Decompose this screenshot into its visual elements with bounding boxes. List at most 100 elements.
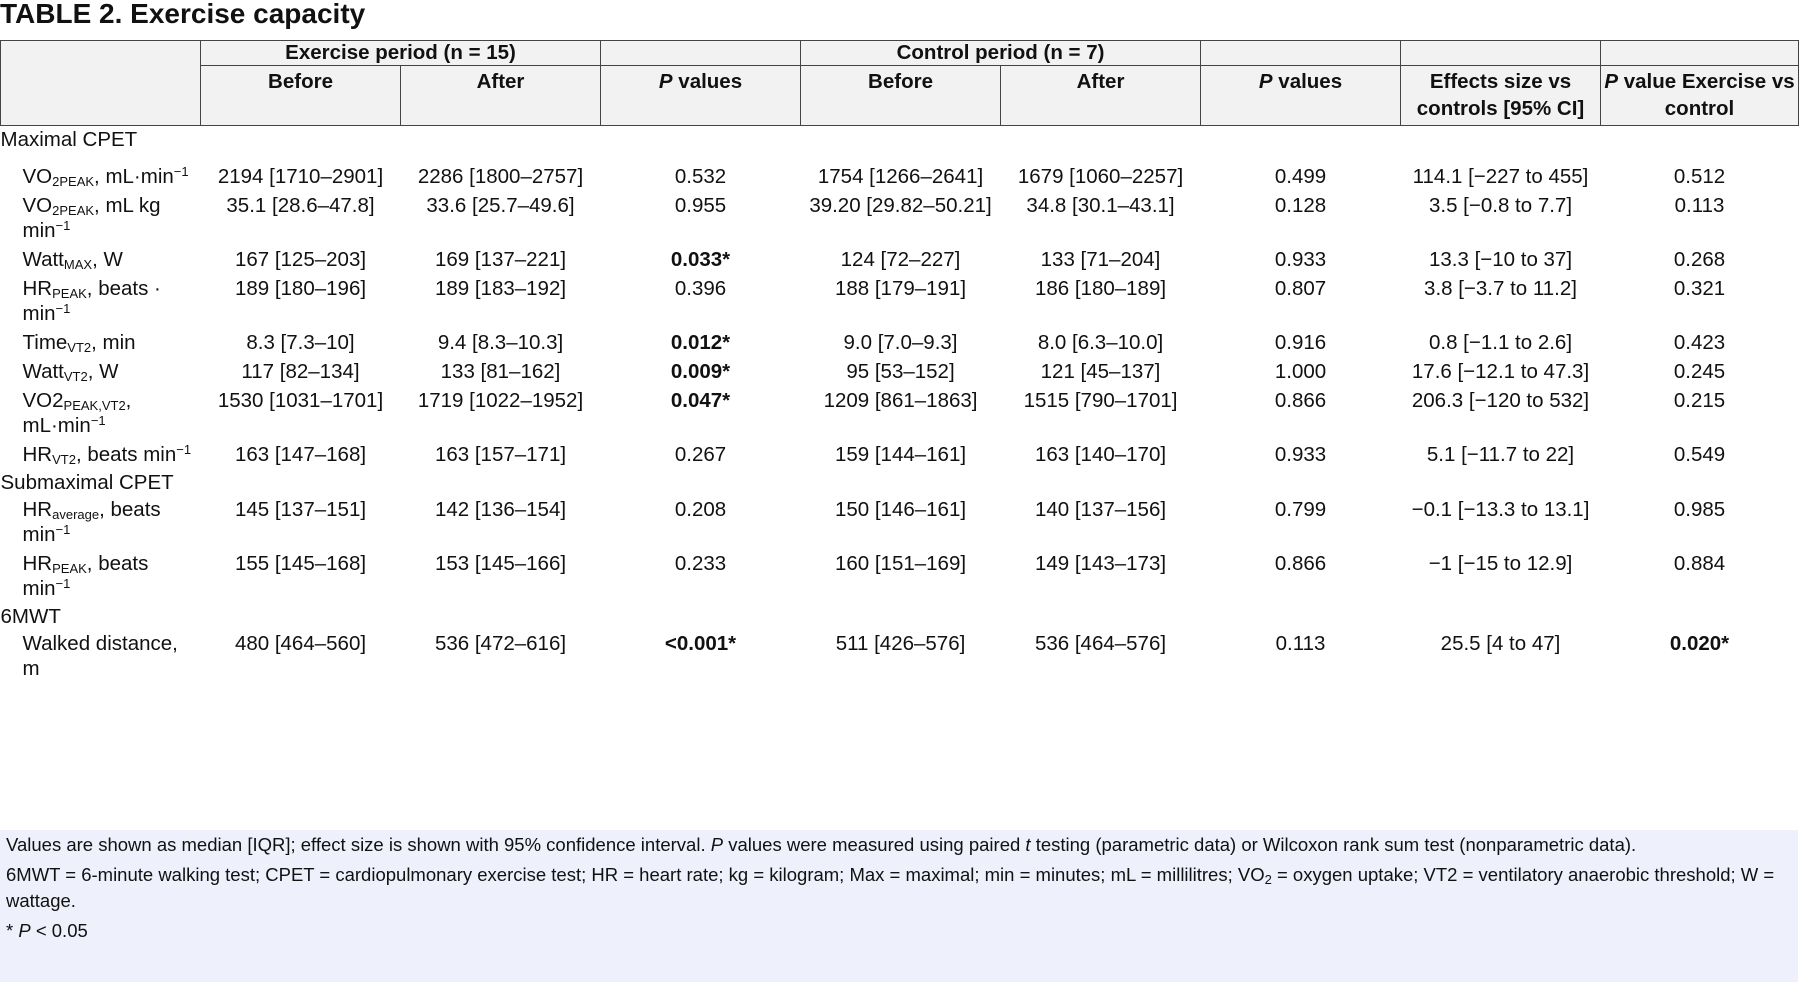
cell-ex-after: 189 [183–192] (434, 277, 567, 300)
cell-ex-before: 480 [464–560] (234, 632, 367, 655)
cell-p-vs: 0.321 (1673, 277, 1726, 300)
table-row: WattMAX, W 167 [125–203] 169 [137–221] 0.03… (1, 245, 1799, 274)
cell-ct-after: 121 [45–137] (1040, 360, 1161, 383)
table-row: VO2PEAK, mL kg min−1 35.1 [28.6–47.8] 33.6… (1, 191, 1799, 245)
cell-ex-before: 189 [180–196] (234, 277, 367, 300)
table-row: TimeVT2, min 8.3 [7.3–10] 9.4 [8.3–10.3] 0.… (1, 328, 1799, 357)
section-row: Submaximal CPET (1, 469, 1799, 495)
header-ex-after: After (399, 65, 602, 126)
header-empty-cell (1600, 40, 1800, 66)
cell-ct-before: 1209 [861–1863] (823, 389, 978, 412)
cell-p-vs: 0.985 (1673, 498, 1726, 521)
cell-ex-p: 0.009* (670, 360, 731, 383)
cell-ct-before: 188 [179–191] (834, 277, 967, 300)
cell-ex-before: 8.3 [7.3–10] (246, 331, 355, 354)
cell-ex-p: 0.396 (674, 277, 727, 300)
cell-p-vs: 0.245 (1673, 360, 1726, 383)
cell-effect: 0.8 [−1.1 to 2.6] (1428, 331, 1573, 354)
cell-ex-before: 117 [82–134] (241, 360, 360, 383)
header-ct-before: Before (800, 65, 1002, 126)
cell-ct-p: 0.866 (1274, 552, 1327, 575)
cell-ex-before: 163 [147–168] (234, 443, 367, 466)
cell-ct-p: 0.866 (1274, 389, 1327, 412)
cell-ct-before: 95 [53–152] (846, 360, 955, 383)
cell-ct-after: 1679 [1060–2257] (1017, 165, 1184, 188)
table-row: HRPEAK, beats · min−1 189 [180–196] 189 [1… (1, 274, 1799, 328)
row-label: HRPEAK, beats min−1 (22, 552, 149, 600)
cell-ct-after: 186 [180–189] (1034, 277, 1167, 300)
cell-ct-p: 0.933 (1274, 443, 1327, 466)
cell-p-vs: 0.215 (1673, 389, 1726, 412)
section-row: Maximal CPET (1, 126, 1799, 153)
cell-ex-after: 2286 [1800–2757] (417, 165, 584, 188)
cell-ct-p: 1.000 (1274, 360, 1327, 383)
section-label: Maximal CPET (0, 128, 138, 151)
header-row-groups: Exercise period (n = 15) Control period … (0, 40, 1800, 126)
table-row: VO2PEAK,VT2, mL·min−1 1530 [1031–1701] 171… (1, 386, 1799, 440)
cell-ex-p: 0.532 (674, 165, 727, 188)
cell-ex-after: 1719 [1022–1952] (417, 389, 584, 412)
cell-ex-before: 1530 [1031–1701] (217, 389, 384, 412)
cell-ct-after: 34.8 [30.1–43.1] (1026, 194, 1175, 217)
cell-ct-before: 1754 [1266–2641] (817, 165, 984, 188)
header-effects-size: Effects size vs controls [95% CI] (1400, 65, 1602, 126)
cell-ex-before: 35.1 [28.6–47.8] (226, 194, 375, 217)
cell-p-vs: 0.020* (1669, 632, 1730, 655)
table-row: Walked distance, m 480 [464–560] 536 [472–… (1, 629, 1799, 683)
cell-ex-after: 33.6 [25.7–49.6] (426, 194, 575, 217)
row-label: Walked distance, m (22, 632, 178, 680)
header-exercise-period: Exercise period (n = 15) (199, 40, 602, 66)
cell-ex-p: 0.033* (670, 248, 731, 271)
cell-ct-p: 0.499 (1274, 165, 1327, 188)
table-row: WattVT2, W 117 [82–134] 133 [81–162] 0.009*… (1, 357, 1799, 386)
row-label: VO2PEAK,VT2, mL·min−1 (22, 389, 132, 437)
row-label: HRaverage, beats min−1 (22, 498, 161, 546)
cell-ct-p: 0.933 (1274, 248, 1327, 271)
cell-ex-after: 9.4 [8.3–10.3] (437, 331, 564, 354)
exercise-capacity-table: Exercise period (n = 15) Control period … (0, 40, 1800, 683)
header-row-columns: Before After P values Before After P val… (1, 65, 1800, 126)
header-ex-pvalues: P values (600, 65, 802, 126)
table-row: HRaverage, beats min−1 145 [137–151] 142 [… (1, 495, 1799, 549)
section-row: 6MWT (1, 603, 1799, 629)
table-footnotes: Values are shown as median [IQR]; effect… (0, 830, 1798, 982)
cell-ex-p: 0.012* (670, 331, 731, 354)
cell-effect: 206.3 [−120 to 532] (1411, 389, 1590, 412)
cell-ct-before: 159 [144–161] (834, 443, 967, 466)
header-ct-after: After (1000, 65, 1202, 126)
cell-ex-before: 145 [137–151] (234, 498, 367, 521)
cell-effect: 114.1 [−227 to 455] (1412, 165, 1589, 188)
cell-ct-after: 8.0 [6.3–10.0] (1037, 331, 1164, 354)
cell-effect: 3.8 [−3.7 to 11.2] (1424, 277, 1577, 300)
cell-effect: −0.1 [−13.3 to 13.1] (1411, 498, 1590, 521)
cell-p-vs: 0.423 (1673, 331, 1726, 354)
header-empty-cell (600, 40, 802, 66)
table-title: TABLE 2. Exercise capacity (0, 0, 366, 29)
cell-ct-before: 160 [151–169] (834, 552, 967, 575)
cell-effect: 13.3 [−10 to 37] (1428, 248, 1573, 271)
cell-ex-before: 2194 [1710–2901] (217, 165, 384, 188)
cell-ex-p: 0.955 (674, 194, 727, 217)
cell-ct-p: 0.113 (1275, 632, 1326, 655)
section-label: 6MWT (0, 605, 61, 628)
cell-ct-p: 0.916 (1274, 331, 1327, 354)
row-label: HRPEAK, beats · min−1 (22, 277, 161, 325)
cell-p-vs: 0.549 (1673, 443, 1726, 466)
cell-effect: 25.5 [4 to 47] (1440, 632, 1561, 655)
cell-ex-after: 142 [136–154] (434, 498, 567, 521)
cell-ex-after: 133 [81–162] (440, 360, 561, 383)
footnote-abbreviations: 6MWT = 6-minute walking test; CPET = car… (6, 864, 1775, 911)
cell-ex-after: 153 [145–166] (434, 552, 567, 575)
section-label: Submaximal CPET (0, 471, 174, 494)
cell-ex-p: 0.233 (674, 552, 727, 575)
cell-ct-after: 133 [71–204] (1040, 248, 1161, 271)
cell-p-vs: 0.512 (1673, 165, 1726, 188)
table-row: VO2PEAK, mL·min−1 2194 [1710–2901] 2286 [1… (1, 152, 1799, 191)
row-label: VO2PEAK, mL kg min−1 (22, 194, 161, 242)
cell-ct-p: 0.128 (1274, 194, 1327, 217)
cell-p-vs: 0.884 (1673, 552, 1726, 575)
cell-p-vs: 0.113 (1674, 194, 1725, 217)
cell-ex-p: 0.267 (674, 443, 727, 466)
row-label: WattVT2, W (22, 360, 119, 384)
cell-ex-after: 169 [137–221] (434, 248, 567, 271)
